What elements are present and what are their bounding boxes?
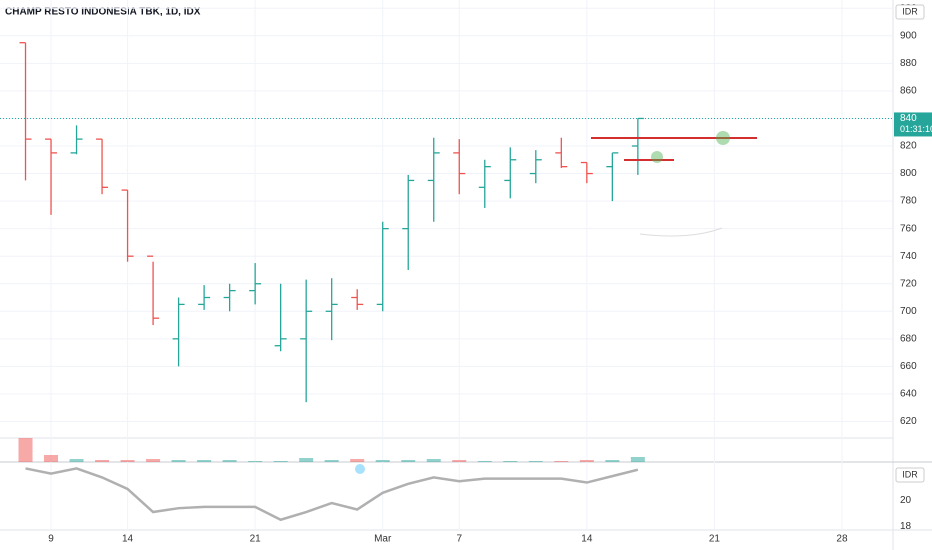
volume-bar bbox=[222, 460, 237, 462]
volume-bar bbox=[248, 461, 263, 462]
volume-bar bbox=[375, 460, 390, 462]
countdown-label: 01:31:10 bbox=[900, 124, 932, 134]
marker bbox=[651, 151, 663, 163]
volume-bar bbox=[503, 461, 518, 462]
currency-label: IDR bbox=[902, 469, 918, 479]
volume-bar bbox=[299, 458, 314, 462]
y-tick-label: 680 bbox=[900, 333, 917, 344]
volume-bar bbox=[452, 460, 467, 462]
y-tick-label: 820 bbox=[900, 141, 917, 152]
currency-label: IDR bbox=[902, 6, 918, 16]
volume-bar bbox=[171, 460, 186, 462]
volume-bar bbox=[579, 460, 594, 462]
x-tick-label: 7 bbox=[456, 534, 462, 545]
drawn-curve bbox=[639, 227, 723, 237]
volume-bar bbox=[146, 459, 161, 462]
currency-tag bbox=[895, 467, 925, 483]
x-tick-label: 9 bbox=[48, 534, 54, 545]
currency-tag bbox=[895, 4, 925, 20]
last-price-tag bbox=[894, 112, 932, 137]
y-tick-label: 640 bbox=[900, 389, 917, 400]
volume-bar bbox=[554, 461, 569, 462]
y-tick-label: 760 bbox=[900, 223, 917, 234]
indicator-line bbox=[25, 467, 639, 522]
volume-bar bbox=[477, 461, 492, 462]
indicator-tick-label: 20 bbox=[900, 495, 912, 506]
volume-bar bbox=[528, 461, 543, 462]
volume-bar bbox=[273, 461, 288, 462]
volume-bar bbox=[44, 455, 59, 462]
chart-title: CHAMP RESTO INDONESIA TBK, 1D, IDX bbox=[5, 7, 201, 18]
x-tick-label: 14 bbox=[122, 534, 134, 545]
volume-bar bbox=[197, 460, 212, 462]
volume-bar bbox=[95, 460, 110, 462]
y-tick-label: 780 bbox=[900, 196, 917, 207]
volume-bar bbox=[350, 459, 365, 462]
volume-bar bbox=[120, 460, 135, 462]
volume-bar bbox=[401, 460, 416, 462]
y-tick-label: 620 bbox=[900, 416, 917, 427]
x-tick-label: 28 bbox=[836, 534, 848, 545]
marker bbox=[355, 464, 365, 474]
y-tick-label: 880 bbox=[900, 58, 917, 69]
volume-bar bbox=[630, 457, 645, 462]
volume-bar bbox=[426, 459, 441, 462]
volume-bar bbox=[18, 438, 33, 462]
marker bbox=[716, 131, 730, 145]
last-price-label: 840 bbox=[900, 113, 917, 124]
y-tick-label: 660 bbox=[900, 361, 917, 372]
y-tick-label: 860 bbox=[900, 86, 917, 97]
volume-bar bbox=[324, 460, 339, 462]
y-tick-label: 740 bbox=[900, 251, 917, 262]
volume-bar bbox=[605, 460, 620, 462]
x-tick-label: 21 bbox=[250, 534, 262, 545]
y-tick-label: 720 bbox=[900, 278, 917, 289]
x-tick-label: 21 bbox=[709, 534, 721, 545]
volume-bar bbox=[69, 459, 84, 462]
y-tick-label: 800 bbox=[900, 168, 917, 179]
y-tick-label: 900 bbox=[900, 30, 917, 41]
x-tick-label: Mar bbox=[374, 534, 392, 545]
indicator-tick-label: 18 bbox=[900, 521, 912, 532]
x-tick-label: 14 bbox=[581, 534, 593, 545]
y-tick-label: 700 bbox=[900, 306, 917, 317]
